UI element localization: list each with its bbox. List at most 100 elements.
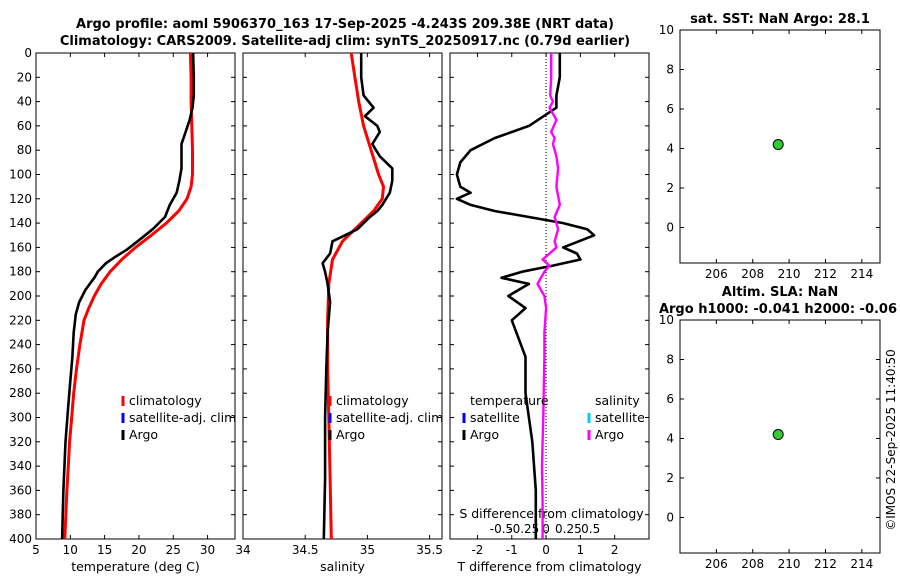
sst-ytick-label: 6 (666, 102, 674, 116)
difference-xtick-label: -1 (506, 543, 518, 557)
temperature-ytick-label: 0 (24, 46, 32, 60)
difference-series-t-argo (455, 53, 596, 539)
temperature-ytick-label: 240 (9, 338, 32, 352)
sla-xtick-label: 212 (814, 557, 837, 571)
difference-series-s-argo (536, 53, 561, 539)
difference-x2tick-label: -0.5 (490, 522, 513, 536)
sla-ytick-label: 10 (659, 313, 674, 327)
difference-xlabel: T difference from climatology (456, 559, 642, 574)
difference-axes-frame (449, 52, 650, 540)
temperature-ytick-label: 380 (9, 508, 32, 522)
temperature-ytick-label: 360 (9, 483, 32, 497)
sst-ytick-label: 2 (666, 181, 674, 195)
sla-ytick-label: 2 (666, 471, 674, 485)
sla-xtick-label: 208 (741, 557, 764, 571)
sst-xtick-label: 206 (705, 267, 728, 281)
sst-ytick-label: 4 (666, 141, 674, 155)
sst-axes-frame (679, 29, 881, 264)
temperature-series-climatology (63, 52, 194, 540)
difference-legend-temp-satellite-label: satellite (470, 410, 520, 425)
sst-ytick-label: 10 (659, 23, 674, 37)
temperature-ytick-label: 200 (9, 289, 32, 303)
sla-ytick-label: 8 (666, 352, 674, 366)
sla-axes-frame (679, 319, 881, 554)
sst-xtick-label: 212 (814, 267, 837, 281)
difference-x2tick-label: -0.25 (508, 522, 539, 536)
difference-x2tick-label: 0.25 (555, 522, 582, 536)
sst-ytick-label: 8 (666, 62, 674, 76)
temperature-xtick-label: 10 (63, 543, 78, 557)
salinity-xtick-label: 35.5 (416, 543, 443, 557)
salinity-legend-argo-label: Argo (336, 427, 365, 442)
difference-xtick-label: 2 (611, 543, 619, 557)
sst-xtick-label: 210 (778, 267, 801, 281)
sst-title: sat. SST: NaN Argo: 28.1 (690, 12, 870, 27)
sla-ytick-label: 0 (666, 510, 674, 524)
salinity-xlabel: salinity (320, 559, 365, 574)
temperature-xtick-label: 25 (166, 543, 181, 557)
temperature-ytick-label: 320 (9, 435, 32, 449)
salinity-xtick-label: 35 (360, 543, 375, 557)
sst-ytick-label: 0 (666, 220, 674, 234)
salinity-xtick-label: 34.5 (292, 543, 319, 557)
figure-title-line1: Argo profile: aoml 5906370_163 17-Sep-20… (76, 17, 614, 32)
sla-point (772, 429, 784, 441)
sla-xtick-label: 206 (705, 557, 728, 571)
temperature-ytick-label: 40 (17, 95, 32, 109)
temperature-ytick-label: 280 (9, 386, 32, 400)
temperature-xtick-label: 15 (97, 543, 112, 557)
figure-title-line2: Climatology: CARS2009. Satellite-adj cli… (60, 34, 630, 49)
temperature-legend-climatology-label: climatology (129, 393, 202, 408)
salinity-axes-frame (242, 52, 443, 540)
temperature-xtick-label: 5 (32, 543, 40, 557)
temperature-ytick-label: 120 (9, 192, 32, 206)
temperature-xlabel: temperature (deg C) (71, 559, 200, 574)
sla-subtitle: Argo h1000: -0.041 h2000: -0.06 (659, 302, 897, 317)
difference-xtick-label: -2 (471, 543, 483, 557)
difference-xtick-label: 1 (577, 543, 585, 557)
temperature-ytick-label: 400 (9, 532, 32, 546)
salinity-xtick-label: 34 (235, 543, 250, 557)
temperature-ytick-label: 20 (17, 70, 32, 84)
salinity-series-climatology (326, 52, 385, 540)
sst-panel: 206 208 210 212 214 0 2 4 6 8 10 sat. SST: NaN Argo… (659, 12, 881, 281)
sla-panel: 206 208 210 212 214 0 2 4 6 8 10 Altim. SLA: NaN Arg… (659, 285, 897, 571)
sla-title: Altim. SLA: NaN (722, 285, 838, 300)
salinity-series-argo (321, 53, 394, 540)
difference-x2tick-label: 0 (542, 522, 550, 536)
temperature-ytick-label: 60 (17, 119, 32, 133)
sla-xtick-label: 210 (778, 557, 801, 571)
sla-xtick-label: 214 (850, 557, 873, 571)
sla-ytick-label: 4 (666, 431, 674, 445)
difference-panel: -2 -1 0 1 2 T difference from climatology S di… (449, 52, 650, 574)
difference-legend-sal-satellite-label: satellite (595, 410, 645, 425)
difference-legend-temp-argo-label: Argo (470, 427, 499, 442)
difference-x2label: S difference from climatology (459, 506, 644, 521)
difference-legend-temp-title: temperature (470, 393, 549, 408)
temperature-legend-satellite-label: satellite-adj. clim (129, 410, 236, 425)
difference-legend-sal-title: salinity (595, 393, 640, 408)
temperature-axes-frame (35, 52, 236, 540)
sla-ytick-label: 6 (666, 392, 674, 406)
sst-xtick-label: 208 (741, 267, 764, 281)
temperature-ytick-label: 140 (9, 216, 32, 230)
salinity-panel: 34 34.5 35 35.5 salinity climatology satellite… (235, 52, 443, 574)
salinity-legend-satellite-label: satellite-adj. clim (336, 410, 443, 425)
temperature-panel: 5 10 15 20 25 3002040608010012014016018020022… (9, 46, 236, 574)
sst-xtick-label: 214 (850, 267, 873, 281)
salinity-legend-climatology-label: climatology (336, 393, 409, 408)
temperature-ytick-label: 300 (9, 411, 32, 425)
difference-legend-sal-argo-label: Argo (595, 427, 624, 442)
temperature-ytick-label: 260 (9, 362, 32, 376)
temperature-ytick-label: 100 (9, 168, 32, 182)
temperature-series-argo (60, 52, 196, 540)
temperature-xtick-label: 20 (131, 543, 146, 557)
temperature-xtick-label: 30 (200, 543, 215, 557)
temperature-ytick-label: 160 (9, 240, 32, 254)
temperature-ytick-label: 340 (9, 459, 32, 473)
difference-xtick-label: 0 (542, 543, 550, 557)
sst-point (772, 139, 784, 151)
temperature-ytick-label: 180 (9, 265, 32, 279)
temperature-legend-argo-label: Argo (129, 427, 158, 442)
